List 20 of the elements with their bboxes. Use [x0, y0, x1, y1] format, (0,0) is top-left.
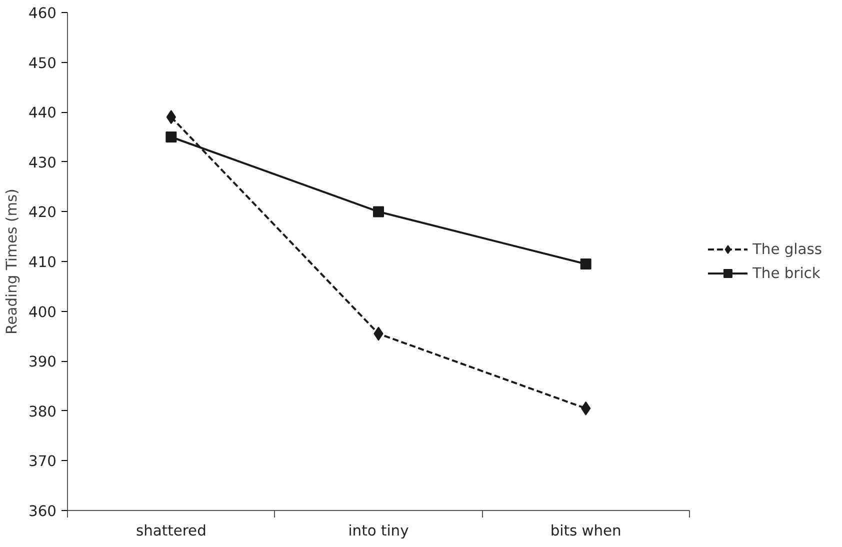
- y-tick-label: 420: [28, 204, 57, 222]
- point: [166, 132, 177, 142]
- y-tick-label: 380: [28, 403, 57, 420]
- y-tick-label: 460: [28, 5, 57, 22]
- legend-label: The glass: [752, 240, 822, 258]
- y-axis-title: Reading Times (ms): [4, 188, 21, 334]
- y-tick-label: 390: [28, 354, 57, 371]
- x-tick-label: bits when: [550, 522, 622, 540]
- x-tick-label: into tiny: [348, 522, 410, 540]
- point: [580, 258, 592, 270]
- y-tick-label: 360: [28, 503, 57, 520]
- y-tick-label: 450: [28, 54, 57, 72]
- y-tick-label: 440: [28, 104, 57, 122]
- point: [373, 206, 384, 218]
- y-tick-label: 370: [28, 453, 57, 470]
- y-tick-label: 430: [28, 154, 57, 172]
- y-tick-label: 400: [28, 304, 57, 321]
- y-tick-label: 410: [28, 254, 57, 271]
- legend-label: The brick: [752, 264, 820, 282]
- x-tick-label: shattered: [136, 522, 206, 540]
